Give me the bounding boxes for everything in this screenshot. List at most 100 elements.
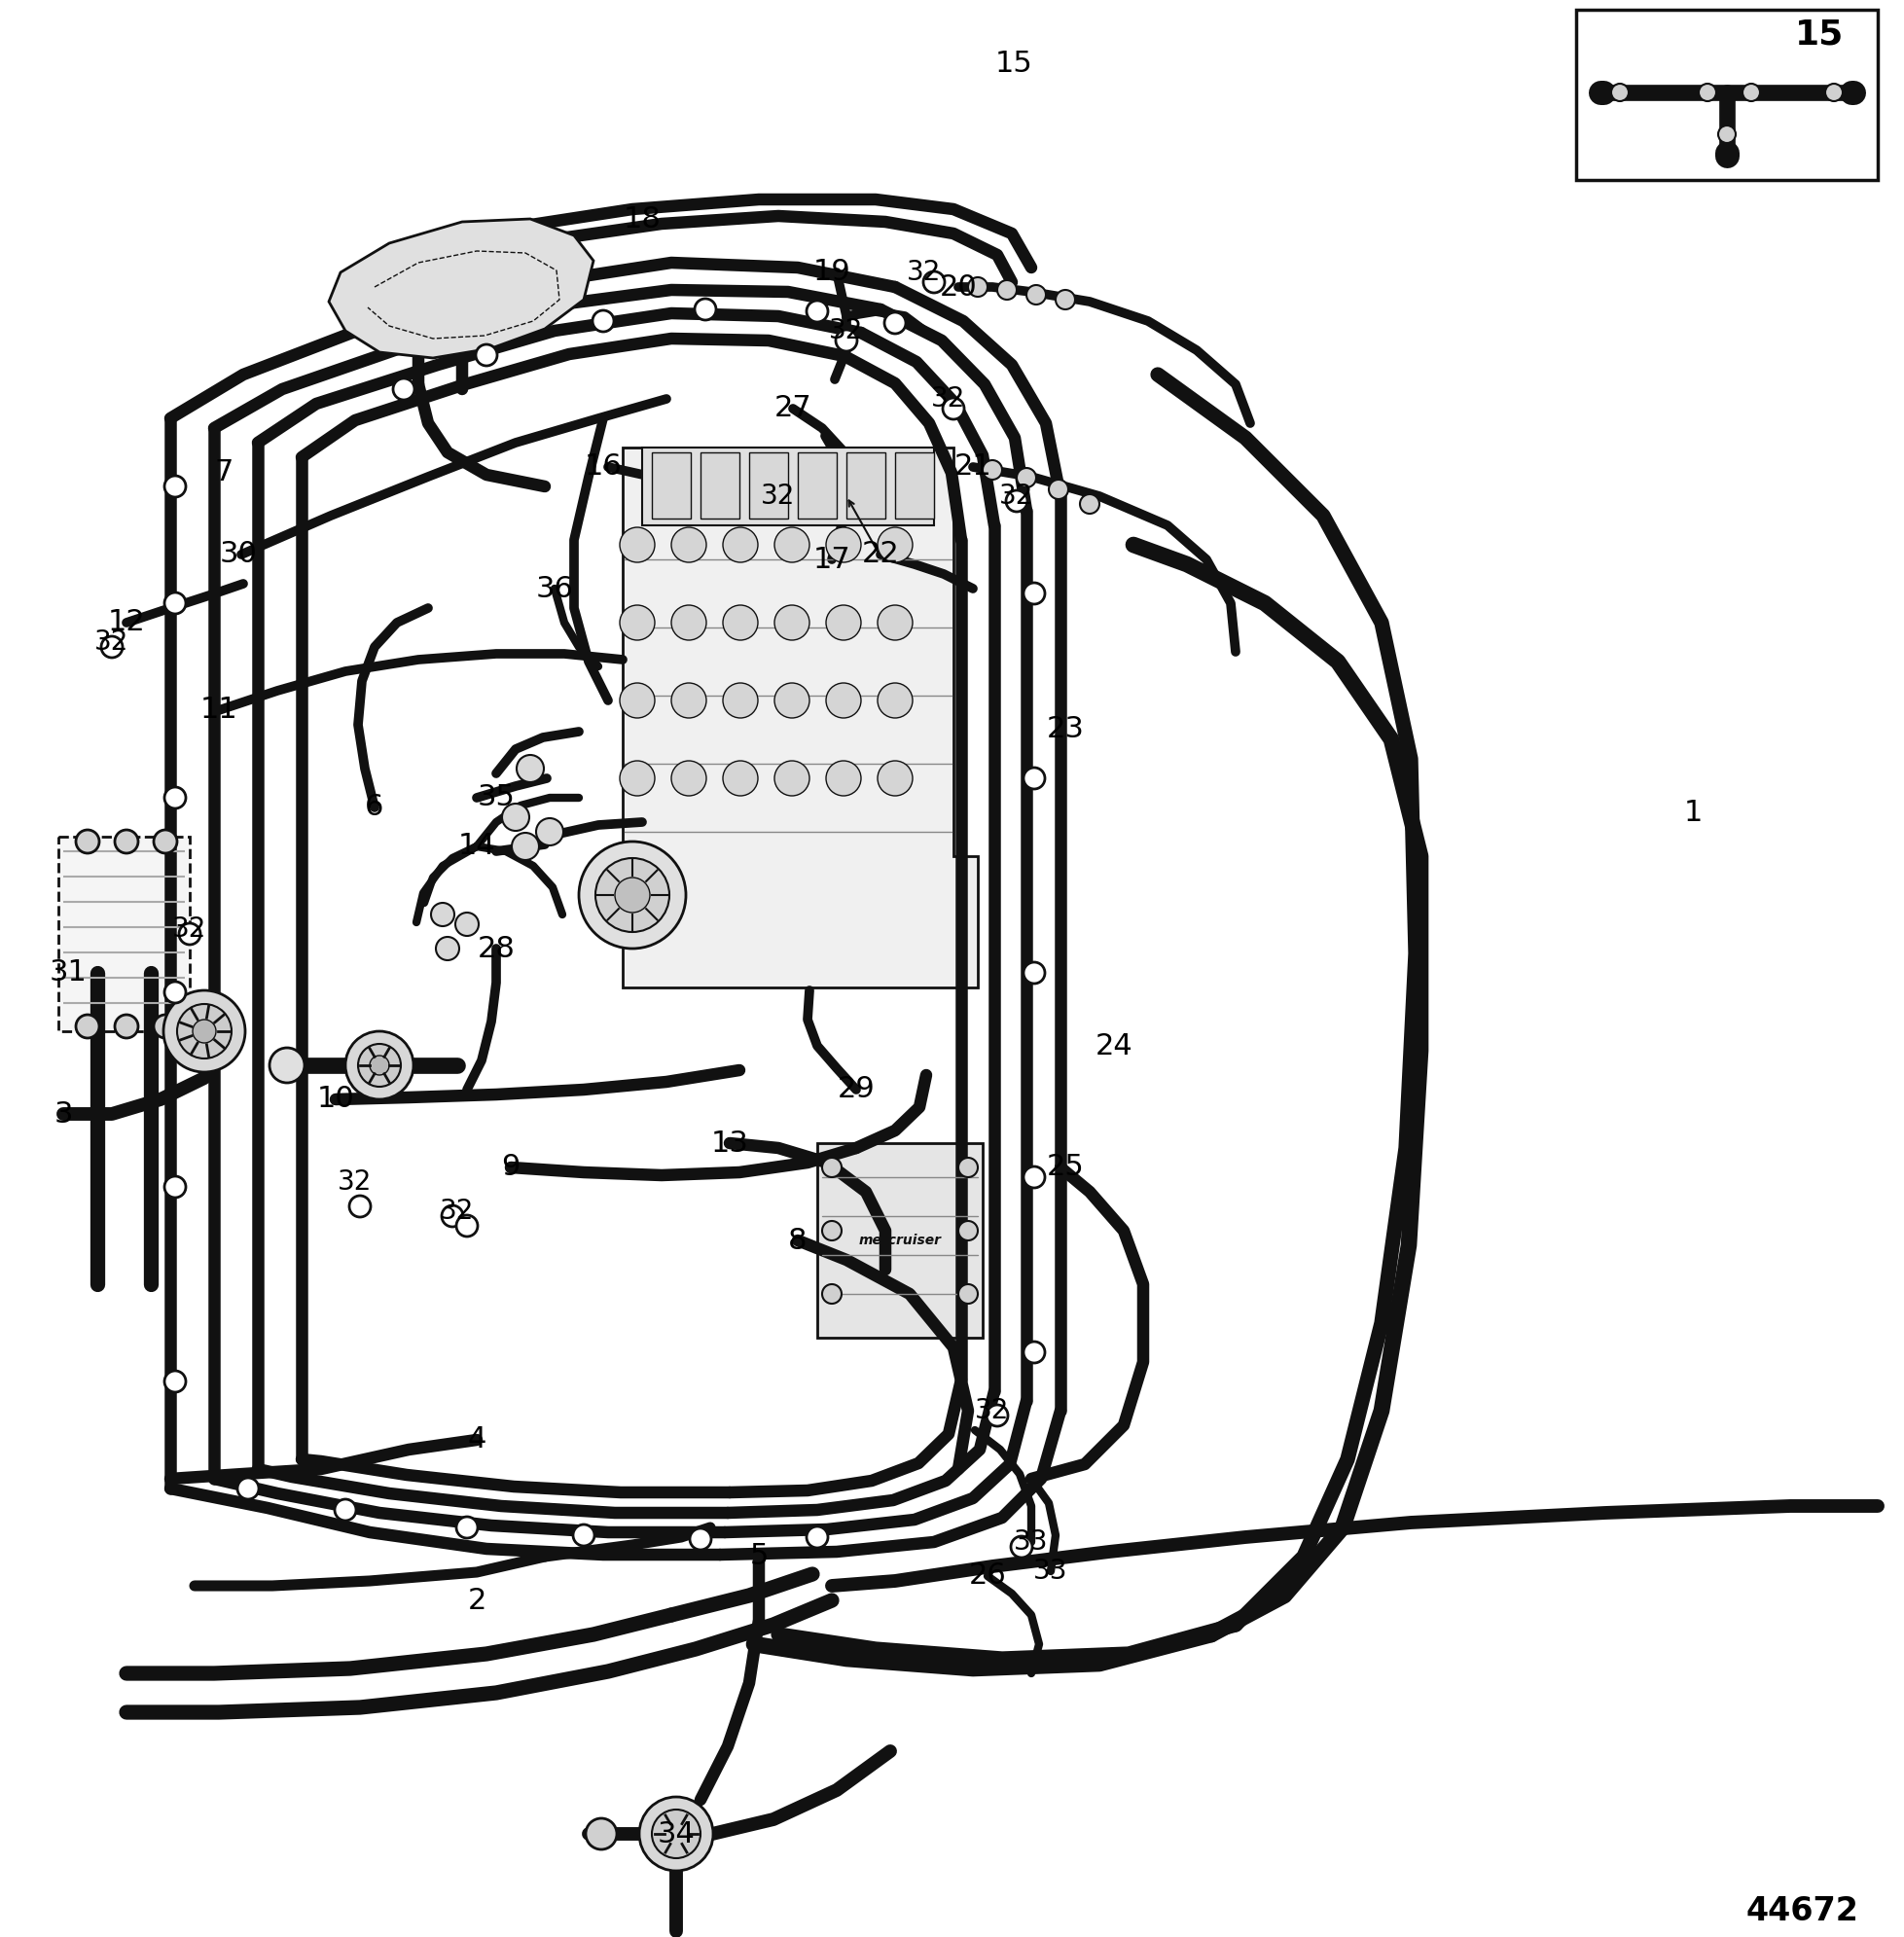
Text: 24: 24 [1095,1032,1133,1060]
Circle shape [619,604,655,639]
Circle shape [689,1528,712,1550]
Text: 32: 32 [173,916,208,943]
Circle shape [923,271,944,292]
Circle shape [775,684,809,719]
Bar [1577,10,1877,180]
Text: mercruiser: mercruiser [859,1234,941,1247]
Text: 32: 32 [337,1168,373,1195]
Text: 11: 11 [200,695,238,724]
Bar [895,453,935,519]
Circle shape [958,1158,979,1178]
Circle shape [826,761,861,796]
Circle shape [179,924,200,945]
Polygon shape [817,1143,982,1338]
Text: 32: 32 [975,1397,1009,1424]
Circle shape [958,1284,979,1304]
Circle shape [1698,83,1716,101]
Text: 23: 23 [1047,715,1083,744]
Circle shape [586,1819,617,1850]
Circle shape [826,604,861,639]
Circle shape [503,804,529,831]
Text: 3: 3 [53,1100,72,1127]
Circle shape [192,1019,215,1042]
Circle shape [164,1371,187,1393]
Circle shape [164,982,187,1003]
Circle shape [695,298,716,320]
Text: 32: 32 [95,628,129,657]
Circle shape [436,938,459,961]
Circle shape [672,527,706,562]
Circle shape [826,527,861,562]
Circle shape [1024,1342,1045,1364]
Circle shape [1026,285,1045,304]
Circle shape [615,877,649,912]
Text: 32: 32 [830,318,864,345]
Circle shape [619,761,655,796]
Text: 33: 33 [1034,1557,1068,1584]
Text: 7: 7 [215,457,232,486]
Text: 29: 29 [838,1075,876,1104]
Circle shape [619,527,655,562]
Text: 12: 12 [109,608,145,637]
Circle shape [238,1478,259,1499]
Text: 13: 13 [710,1129,748,1156]
Text: 2: 2 [466,1586,486,1615]
Circle shape [807,1526,828,1548]
Circle shape [807,300,828,322]
Circle shape [1017,469,1036,488]
Circle shape [114,829,139,852]
Circle shape [672,604,706,639]
Text: 14: 14 [457,833,495,860]
Circle shape [457,1214,478,1236]
Text: 35: 35 [478,784,516,812]
Circle shape [878,527,912,562]
Circle shape [177,1003,232,1058]
Text: 32: 32 [931,385,965,413]
Circle shape [573,1524,594,1546]
Text: 6: 6 [366,794,385,821]
Circle shape [358,1044,402,1087]
Circle shape [164,593,187,614]
Circle shape [164,990,246,1071]
Bar [798,453,836,519]
Circle shape [270,1048,305,1083]
Circle shape [672,761,706,796]
Circle shape [1024,1166,1045,1187]
Polygon shape [59,837,190,1030]
Circle shape [998,281,1017,300]
Circle shape [775,527,809,562]
Text: 17: 17 [813,546,851,573]
Circle shape [1005,490,1028,511]
Circle shape [1024,963,1045,984]
Circle shape [883,312,906,333]
Bar [701,453,739,519]
Circle shape [348,1195,371,1216]
Text: 1: 1 [1683,798,1702,827]
Circle shape [512,833,539,860]
Circle shape [369,1056,388,1075]
Text: 19: 19 [813,258,851,287]
Bar [651,453,691,519]
Circle shape [1049,480,1068,500]
Circle shape [982,461,1002,480]
Circle shape [619,684,655,719]
Circle shape [1742,83,1759,101]
Circle shape [986,1404,1007,1426]
Circle shape [154,829,177,852]
Circle shape [442,1205,463,1226]
Circle shape [942,397,963,418]
Circle shape [724,604,758,639]
Text: 31: 31 [50,959,88,988]
Text: 25: 25 [1047,1153,1083,1182]
Circle shape [775,761,809,796]
Circle shape [457,1517,478,1538]
Circle shape [1826,83,1843,101]
Text: 9: 9 [501,1153,520,1182]
Text: 44672: 44672 [1746,1896,1858,1927]
Circle shape [724,527,758,562]
Circle shape [579,841,685,949]
Circle shape [164,1176,187,1197]
Text: 15: 15 [1795,17,1843,50]
Polygon shape [623,447,979,988]
Circle shape [101,635,122,659]
